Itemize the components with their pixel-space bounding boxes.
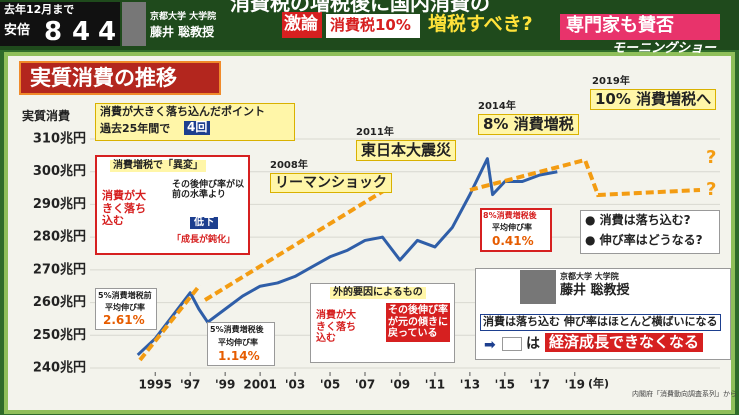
y-tick-label: 290兆円: [33, 196, 86, 212]
annotation: 消費は落ち込む 伸び率はほとんど横ばいになる: [480, 314, 721, 331]
x-unit: (年): [588, 377, 610, 390]
y-tick-label: 300兆円: [33, 163, 86, 179]
annotation: 「成長が鈍化」: [172, 235, 236, 245]
header-note: 去年12月まで: [4, 3, 75, 16]
summary: 専門家も賛否: [566, 15, 674, 36]
annotation: 外的要因によるもの: [330, 287, 426, 299]
source: 内閣府「消費動向調査系列」から: [632, 390, 737, 398]
y-tick-label: 240兆円: [33, 360, 86, 376]
title-box: [19, 61, 221, 95]
annotation: 消費が大きく落ち込む: [316, 310, 356, 344]
annotation: その後伸び率が元の傾きに戻っている: [386, 303, 450, 342]
questions-box: [580, 210, 720, 254]
annotation: 10% 消費増税へ: [590, 89, 717, 111]
tag: 激論: [284, 14, 318, 34]
annotation: 4回: [184, 120, 211, 135]
tag-box: [282, 12, 322, 38]
header-digit: 4: [72, 17, 91, 47]
trend: [138, 283, 202, 362]
x-tick-label: '97: [180, 378, 200, 392]
annotation: 藤井 聡教授: [560, 283, 630, 298]
x-tick-label: '11: [425, 378, 445, 392]
annotation: 5%消費増税前: [98, 291, 152, 300]
trend: [203, 188, 387, 302]
x-tick-label: '03: [285, 378, 305, 392]
annotation: 0.41%: [492, 234, 534, 248]
annotation: 平均伸び率: [492, 223, 532, 232]
after8-box: [480, 208, 552, 252]
topic: 消費税10%: [330, 16, 411, 34]
y-tick-label: 280兆円: [33, 229, 86, 245]
question-mark: ?: [706, 147, 716, 168]
annotation: 2011年: [356, 127, 394, 138]
annotation: 2014年: [478, 101, 516, 112]
annotation: ● 消費は落ち込む?: [585, 213, 691, 227]
annotation: 経済成長できなくなる: [545, 333, 704, 353]
y-tick-label: 260兆円: [33, 294, 86, 310]
annotation: 低下: [190, 217, 218, 229]
guest-name: 藤井 聡教授: [150, 25, 215, 39]
annotation: 2008年: [270, 160, 308, 171]
annotation: 平均伸び率: [218, 338, 258, 347]
badge: [0, 2, 120, 46]
photo: [520, 270, 556, 304]
y-axis-label: 実質消費: [22, 109, 71, 123]
x-tick-label: '99: [215, 378, 235, 392]
header-digit: 4: [98, 17, 117, 47]
annotation: 8%消費増税後: [483, 211, 537, 220]
x-tick-label: '15: [495, 378, 515, 392]
program: モーニングショー: [612, 41, 717, 56]
annotation: 過去25年間で: [100, 122, 171, 135]
anomaly-box: [95, 155, 250, 255]
summary-box: [560, 14, 720, 40]
question: 増税すべき?: [428, 13, 533, 35]
annotation: 5%消費増税後: [210, 325, 264, 334]
annotation: 1.14%: [218, 349, 260, 363]
y-tick-label: 270兆円: [33, 261, 86, 277]
annotation: ➡: [484, 337, 496, 353]
x-tick-label: '05: [320, 378, 340, 392]
x-tick-label: '07: [355, 378, 375, 392]
x-tick-label: 2001: [243, 378, 276, 392]
annotation: その後伸び率が以前の水準より: [172, 180, 245, 201]
y-tick-label: 250兆円: [33, 327, 86, 343]
annotation: 消費が大きく落ち込む: [102, 189, 146, 228]
annotation: ● 伸び率はどうなる?: [585, 233, 703, 247]
annotation: リーマンショック: [270, 173, 392, 194]
y-tick-label: 310兆円: [33, 131, 86, 147]
annotation: 平均伸び率: [105, 303, 145, 312]
headline: 消費税の増税後に国内消費の: [230, 0, 490, 15]
annotation: 2.61%: [103, 313, 145, 327]
x-tick-label: 1995: [139, 378, 172, 392]
topic-box: [326, 14, 420, 38]
annotation: 京都大学 大学院: [560, 272, 619, 281]
x-tick-label: '19: [565, 378, 585, 392]
annotation: 消費が大きく落ち込んだポイント: [100, 105, 265, 118]
flag: [502, 337, 522, 351]
question-mark: ?: [706, 179, 716, 200]
annotation: 8% 消費増税: [478, 114, 579, 136]
chart-title: 実質消費の推移: [30, 66, 177, 90]
trend: [469, 157, 701, 198]
after5-box: [207, 322, 275, 366]
header-name: 安倍: [4, 23, 31, 38]
annotation: 2019年: [592, 76, 630, 87]
header-digit: 8: [44, 17, 63, 47]
annotation: は: [526, 336, 540, 352]
before5-box: [95, 288, 157, 330]
x-tick-label: '09: [390, 378, 410, 392]
photo: [122, 2, 146, 46]
x-tick-label: '13: [460, 378, 480, 392]
x-tick-label: '17: [530, 378, 550, 392]
annotation: 東日本大震災: [356, 140, 457, 162]
annotation: 消費増税で「異変」: [110, 160, 206, 172]
data-line: [136, 157, 558, 357]
guest-affiliation: 京都大学 大学院: [150, 12, 217, 22]
